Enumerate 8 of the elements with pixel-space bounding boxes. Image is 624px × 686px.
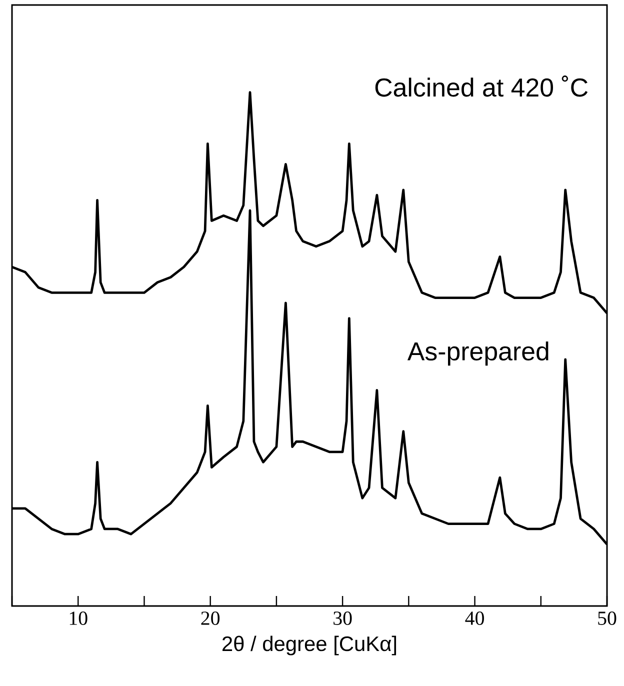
text: Calcined at 420 ˚C	[375, 76, 588, 97]
x-tick-label: 40	[465, 612, 484, 625]
x-tick-label: 10	[70, 612, 88, 625]
x-tick-label: 30	[334, 612, 352, 625]
x-tick-label: 50	[598, 612, 616, 625]
series-label: As-prepared	[407, 342, 548, 366]
x-tick-label: 20	[201, 612, 220, 625]
x-axis-title: 2θ / degree [CuKα]	[222, 636, 396, 656]
